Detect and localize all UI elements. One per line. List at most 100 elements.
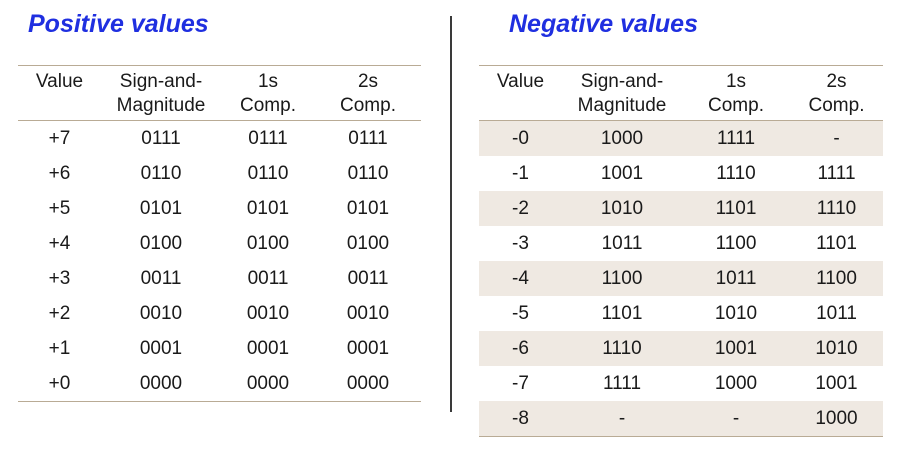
header-value: Value — [479, 65, 562, 121]
cell-sign-and-magnitude: 0100 — [139, 233, 183, 254]
cell-ones-complement: 0110 — [247, 163, 289, 184]
negative-values-table: Value Sign-and- Magnitude 1s Comp. 2s Comp.… — [479, 65, 883, 437]
cell-twos-complement: 1100 — [790, 261, 883, 296]
cell-value: +1 — [48, 338, 71, 359]
cell-ones-complement: 0111 — [248, 128, 288, 149]
cell-twos-complement: 1011 — [816, 303, 857, 324]
cell-sign-and-magnitude: 0110 — [140, 163, 182, 184]
cell-value: -1 — [512, 163, 529, 184]
header-ones-complement: 1s Comp. — [682, 65, 790, 121]
cell-twos-complement: 0111 — [348, 128, 388, 149]
cell-value: +3 — [48, 268, 71, 289]
cell-value: -2 — [479, 191, 562, 226]
negative-values-title: Negative values — [509, 10, 698, 38]
cell-twos-complement: 0011 — [347, 268, 389, 289]
cell-sign-and-magnitude: - — [562, 401, 682, 437]
positive-values-title: Positive values — [28, 10, 209, 38]
cell-value: +0 — [18, 366, 101, 402]
cell-ones-complement: 1001 — [682, 331, 790, 366]
table-row: -0 1000 1111- — [479, 120, 883, 156]
cell-value: -5 — [512, 303, 529, 324]
cell-sign-and-magnitude: 1010 — [562, 191, 682, 226]
cell-ones-complement: 1110 — [716, 163, 756, 184]
table-row: -8- -1000 — [479, 401, 883, 437]
cell-ones-complement: 1010 — [714, 303, 758, 324]
cell-ones-complement: 0100 — [246, 233, 290, 254]
cell-twos-complement: 0110 — [347, 163, 389, 184]
cell-twos-complement: 0100 — [346, 233, 390, 254]
header-ones-complement: 1s Comp. — [221, 65, 315, 121]
cell-sign-and-magnitude: 1111 — [602, 373, 642, 394]
table-row: -1 1001 1110 1111 — [479, 156, 883, 191]
cell-ones-complement: 0101 — [246, 198, 290, 219]
cell-twos-complement: 1001 — [815, 373, 858, 394]
table-header: Value Sign-and- Magnitude 1s Comp. 2s Comp. — [18, 65, 421, 121]
cell-sign-and-magnitude: 0010 — [139, 303, 183, 324]
table-row: +2 0010 0010 0010 — [18, 296, 421, 331]
cell-value: -0 — [479, 120, 562, 156]
cell-sign-and-magnitude: 0001 — [139, 338, 183, 359]
cell-ones-complement: 1101 — [682, 191, 790, 226]
table-row: +5 0101 0101 0101 — [18, 191, 421, 226]
cell-twos-complement: - — [790, 120, 883, 156]
vertical-divider — [450, 16, 452, 412]
cell-ones-complement: 1100 — [715, 233, 757, 254]
cell-value: -4 — [479, 261, 562, 296]
cell-sign-and-magnitude: 1001 — [600, 163, 644, 184]
table-row: -4 1100 1011 1100 — [479, 261, 883, 296]
cell-twos-complement: 1000 — [790, 401, 883, 437]
table-row: +1 0001 0001 0001 — [18, 331, 421, 366]
table-row: +7 0111 0111 0111 — [18, 121, 421, 157]
table-row: -7 1111 1000 1001 — [479, 366, 883, 401]
header-value: Value — [18, 65, 101, 121]
table-header: Value Sign-and- Magnitude 1s Comp. 2s Comp. — [479, 65, 883, 121]
cell-sign-and-magnitude: 0000 — [101, 366, 221, 402]
cell-twos-complement: 0000 — [315, 366, 421, 402]
cell-twos-complement: 1010 — [790, 331, 883, 366]
cell-twos-complement: 1111 — [817, 163, 856, 184]
cell-twos-complement: 0010 — [346, 303, 390, 324]
cell-ones-complement: 1011 — [682, 261, 790, 296]
cell-value: -6 — [479, 331, 562, 366]
table-body: -0 1000 1111- -1 1001 1110 1111 -2 1010 1101 1110-… — [479, 120, 883, 437]
cell-value: +5 — [48, 198, 71, 219]
cell-ones-complement: 0010 — [246, 303, 290, 324]
cell-value: +6 — [48, 163, 71, 184]
cell-sign-and-magnitude: 1101 — [601, 303, 643, 324]
cell-sign-and-magnitude: 1011 — [601, 233, 643, 254]
cell-value: +7 — [48, 128, 71, 149]
cell-ones-complement: 1000 — [714, 373, 758, 394]
header-twos-complement: 2s Comp. — [790, 65, 883, 121]
header-sign-and-magnitude: Sign-and- Magnitude — [562, 65, 682, 121]
cell-ones-complement: 0011 — [247, 268, 289, 289]
cell-sign-and-magnitude: 1000 — [562, 120, 682, 156]
header-sign-and-magnitude: Sign-and- Magnitude — [101, 65, 221, 121]
cell-twos-complement: 0101 — [346, 198, 390, 219]
table-row: -3 1011 1100 1101 — [479, 226, 883, 261]
table-row: -6 1110 1001 1010 — [479, 331, 883, 366]
cell-sign-and-magnitude: 1110 — [562, 331, 682, 366]
cell-sign-and-magnitude: 0011 — [140, 268, 182, 289]
cell-value: +4 — [48, 233, 71, 254]
cell-sign-and-magnitude: 0101 — [139, 198, 183, 219]
cell-twos-complement: 1110 — [790, 191, 883, 226]
cell-sign-and-magnitude: 0111 — [141, 128, 181, 149]
cell-value: +2 — [48, 303, 71, 324]
cell-twos-complement: 1101 — [816, 233, 857, 254]
cell-ones-complement: 0000 — [221, 366, 315, 402]
cell-sign-and-magnitude: 1100 — [562, 261, 682, 296]
cell-ones-complement: 0001 — [246, 338, 290, 359]
positive-values-table: Value Sign-and- Magnitude 1s Comp. 2s Comp.… — [18, 65, 421, 402]
cell-value: -8 — [479, 401, 562, 437]
table-body: +7 0111 0111 0111 +6 0110 0110 0110 +5 0101 0101 01… — [18, 121, 421, 402]
cell-twos-complement: 0001 — [346, 338, 390, 359]
cell-ones-complement: 1111 — [682, 120, 790, 156]
table-row: -5 1101 1010 1011 — [479, 296, 883, 331]
table-row: +6 0110 0110 0110 — [18, 156, 421, 191]
header-twos-complement: 2s Comp. — [315, 65, 421, 121]
cell-value: -3 — [512, 233, 529, 254]
cell-ones-complement: - — [682, 401, 790, 437]
table-row: +3 0011 0011 0011 — [18, 261, 421, 296]
table-row: +0 0000 0000 0000 — [18, 366, 421, 402]
table-row: -2 1010 1101 1110 — [479, 191, 883, 226]
